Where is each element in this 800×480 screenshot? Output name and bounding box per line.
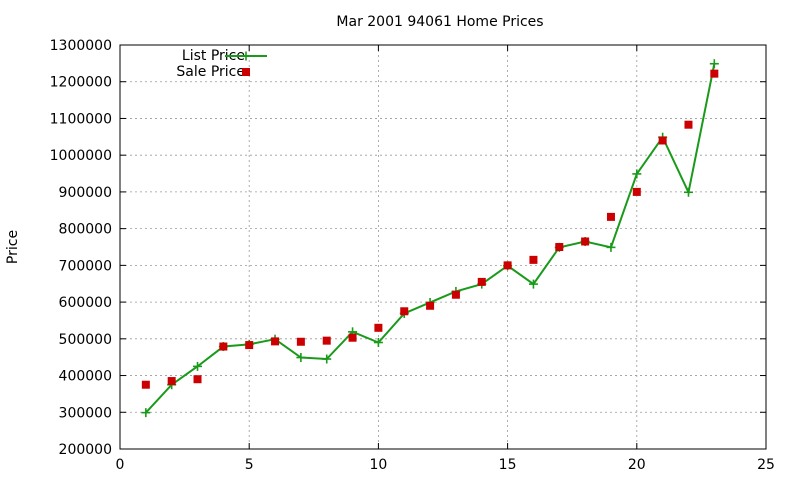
sale-price-point [167, 377, 176, 386]
sale-price-point [529, 255, 538, 264]
list-price-point [528, 279, 538, 289]
y-tick-label: 1100000 [50, 111, 112, 127]
x-tick-label: 25 [757, 457, 775, 473]
list-price-point [373, 337, 383, 347]
y-tick-label: 900000 [59, 185, 112, 201]
y-tick-label: 1000000 [50, 148, 112, 164]
y-tick-label: 200000 [59, 442, 112, 458]
list-price-point [709, 59, 719, 69]
y-tick-label: 800000 [59, 222, 112, 238]
list-price-line [145, 63, 716, 414]
sale-price-point [606, 212, 615, 221]
sale-price-point [400, 307, 409, 316]
legend-label-list-price: List Price [182, 48, 245, 64]
list-price-point [632, 169, 642, 179]
x-tick-label: 10 [369, 457, 387, 473]
x-tick-label: 20 [628, 457, 646, 473]
sale-price-point [477, 277, 486, 286]
sale-price-point [426, 301, 435, 310]
x-tick-label: 0 [116, 457, 125, 473]
sale-price-point [141, 380, 150, 389]
sale-price-point [374, 323, 383, 332]
sale-price-point [322, 336, 331, 345]
y-tick-label: 500000 [59, 332, 112, 348]
y-axis-label: Price [5, 230, 21, 264]
y-tick-label: 1200000 [50, 75, 112, 91]
sale-price-point [632, 187, 641, 196]
y-tick-label: 400000 [59, 369, 112, 385]
sale-price-point [271, 337, 280, 346]
sale-price-point [193, 375, 202, 384]
list-price-point [193, 361, 203, 371]
sale-price-point [684, 120, 693, 129]
list-price-point [141, 408, 151, 418]
list-price-point [296, 353, 306, 363]
list-price-point [683, 187, 693, 197]
sale-price-point [219, 342, 228, 351]
legend-label-sale-price: Sale Price [176, 64, 245, 80]
sale-price-point [658, 136, 667, 145]
sale-price-point [245, 341, 254, 350]
sale-price-point [348, 333, 357, 342]
list-price-point [606, 242, 616, 252]
list-price-point [322, 354, 332, 364]
x-tick-label: 5 [245, 457, 254, 473]
legend-swatch-list-marker [241, 51, 251, 61]
sale-price-point [451, 290, 460, 299]
y-tick-label: 600000 [59, 295, 112, 311]
sale-price-point [555, 243, 564, 251]
sale-price-point [296, 337, 305, 346]
chart-title: Mar 2001 94061 Home Prices [336, 14, 543, 30]
y-tick-label: 300000 [59, 405, 112, 421]
x-tick-label: 15 [499, 457, 517, 473]
y-tick-label: 1300000 [50, 38, 112, 54]
grid-lines [120, 45, 766, 449]
series-marks [141, 59, 719, 418]
sale-price-point [710, 69, 719, 78]
legend-swatch-sale-marker [242, 68, 250, 76]
axis-ticks: 200000 300000 400000 500000 600000 700000 8000… [50, 38, 775, 473]
sale-price-point [581, 237, 590, 246]
sale-price-point [503, 261, 512, 270]
plot-frame [119, 44, 767, 450]
y-tick-label: 700000 [59, 258, 112, 274]
